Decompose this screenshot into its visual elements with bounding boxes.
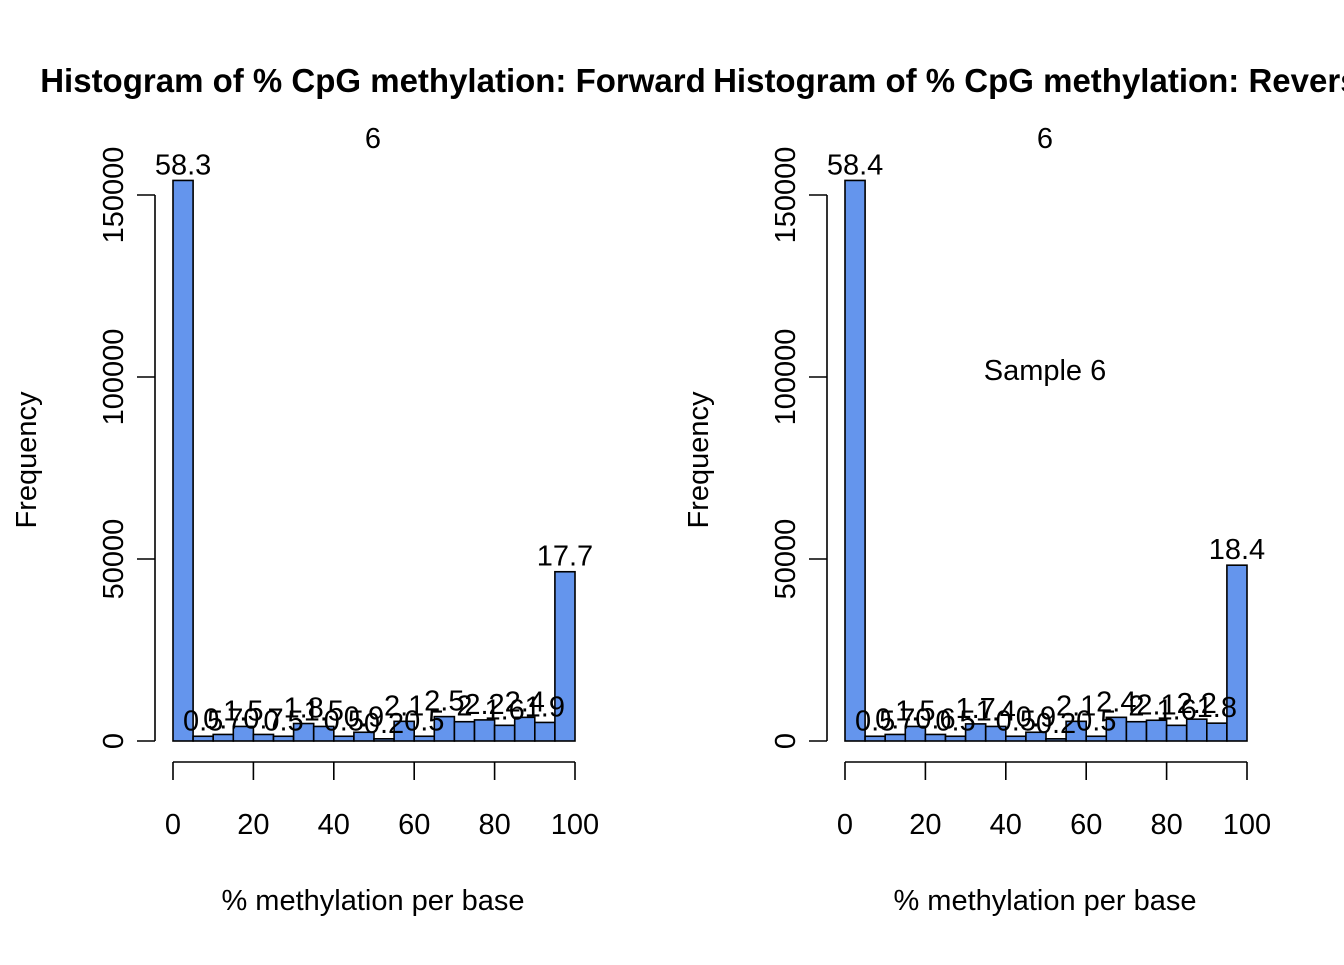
bar-label: 0.9 xyxy=(1016,701,1056,733)
chart-title: Histogram of % CpG methylation: Forward xyxy=(40,62,706,99)
bar-label: 0.5 xyxy=(935,705,975,737)
y-tick-label: 150000 xyxy=(98,147,130,244)
bar-label: 1.4 xyxy=(976,695,1016,727)
bar-label: 0.9 xyxy=(344,701,384,733)
histogram-bar xyxy=(172,179,194,742)
histogram-bar xyxy=(312,725,335,742)
histogram-bar xyxy=(493,724,516,742)
bar-label: 1.8 xyxy=(283,693,323,725)
y-tick-label: 100000 xyxy=(770,329,802,426)
sample-annotation: Sample 6 xyxy=(984,355,1107,387)
histogram-panel-2: Histogram of % CpG methylation: Reverse 6… xyxy=(683,62,1344,917)
chart-subtitle: 6 xyxy=(1037,123,1053,155)
y-axis-label: Frequency xyxy=(683,391,715,529)
x-tick-label: 20 xyxy=(909,809,941,841)
y-tick-label: 50000 xyxy=(770,519,802,600)
x-tick-label: 20 xyxy=(237,809,269,841)
bar-label: 0.5 xyxy=(996,705,1036,737)
bar-label: 0.5 xyxy=(324,705,364,737)
bar-label: 1.6 xyxy=(1156,694,1196,726)
x-tick-label: 60 xyxy=(398,809,430,841)
x-tick-label: 100 xyxy=(551,809,599,841)
x-tick-label: 40 xyxy=(990,809,1022,841)
bar-label: 2.4 xyxy=(1096,686,1136,718)
bar-label: 58.3 xyxy=(155,149,211,181)
histogram-bar xyxy=(1206,722,1228,742)
histogram-bar xyxy=(353,731,375,742)
bar-label: 2.1 xyxy=(1136,689,1176,721)
bar-label: 1.6 xyxy=(484,694,524,726)
x-axis-label: % methylation per base xyxy=(221,885,524,917)
x-tick-label: 0 xyxy=(165,809,181,841)
bar-label: 1.5 xyxy=(304,695,344,727)
bar-label: 1.8 xyxy=(1197,692,1237,724)
bar-label: 0.5 xyxy=(1076,705,1116,737)
bar-label: 0.6 xyxy=(915,703,955,735)
bar-label: 2.4 xyxy=(505,686,545,718)
histogram-panel-1: Histogram of % CpG methylation: Forward 6… xyxy=(11,62,706,917)
bar-label: 2.5 xyxy=(424,686,464,718)
bar-label: 0.5 xyxy=(404,705,444,737)
histogram-bar xyxy=(533,721,556,742)
y-tick-label: 150000 xyxy=(770,147,802,244)
x-tick-label: 100 xyxy=(1223,809,1271,841)
y-tick-label: 0 xyxy=(98,733,130,749)
bar-label: 18.4 xyxy=(1209,534,1265,566)
bar-label: 2 xyxy=(1128,691,1144,723)
bar-label: 0.7 xyxy=(875,703,915,735)
bar-label: 58.4 xyxy=(827,149,883,181)
bar-label: 1.5 xyxy=(223,695,263,727)
bar-label: 1.5 xyxy=(895,695,935,727)
histogram-bar xyxy=(984,725,1007,742)
bar-label: 0.2 xyxy=(364,708,404,740)
x-tick-label: 60 xyxy=(1070,809,1102,841)
bar-label: 1.9 xyxy=(525,691,565,723)
histogram-bar xyxy=(1125,720,1148,742)
histogram-bar xyxy=(1165,724,1188,742)
x-tick-label: 80 xyxy=(1150,809,1182,841)
bar-label: 1.7 xyxy=(955,693,995,725)
bar-label: 0.5 xyxy=(855,705,895,737)
histogram-bar xyxy=(453,720,476,742)
y-tick-label: 100000 xyxy=(98,329,130,426)
histogram-bar xyxy=(1065,720,1087,742)
bar-label: 0.7 xyxy=(243,703,283,735)
bar-label: 0.2 xyxy=(1036,708,1076,740)
x-tick-label: 80 xyxy=(478,809,510,841)
histogram-bar xyxy=(844,179,866,742)
bar-label: 2.1 xyxy=(384,690,424,722)
x-tick-label: 40 xyxy=(318,809,350,841)
bar-label: 2.2 xyxy=(464,689,504,721)
bar-label: 17.7 xyxy=(537,541,593,573)
chart-title: Histogram of % CpG methylation: Reverse xyxy=(713,62,1344,99)
histogram-bar xyxy=(1226,564,1248,742)
x-tick-label: 0 xyxy=(837,809,853,841)
chart-subtitle: 6 xyxy=(365,123,381,155)
bar-label: 2.1 xyxy=(1056,690,1096,722)
y-tick-label: 50000 xyxy=(98,519,130,600)
bar-label: 2.2 xyxy=(1177,688,1217,720)
histogram-bar xyxy=(1025,731,1047,742)
histogram-bar xyxy=(554,570,576,742)
histogram-bar xyxy=(393,720,416,742)
bar-label: 0.5 xyxy=(183,705,223,737)
y-axis-label: Frequency xyxy=(11,391,43,529)
bar-label: 0.7 xyxy=(203,703,243,735)
bar-label: 2 xyxy=(456,691,472,723)
x-axis-label: % methylation per base xyxy=(893,885,1196,917)
bar-label: 0.5 xyxy=(263,705,303,737)
y-tick-label: 0 xyxy=(770,733,802,749)
